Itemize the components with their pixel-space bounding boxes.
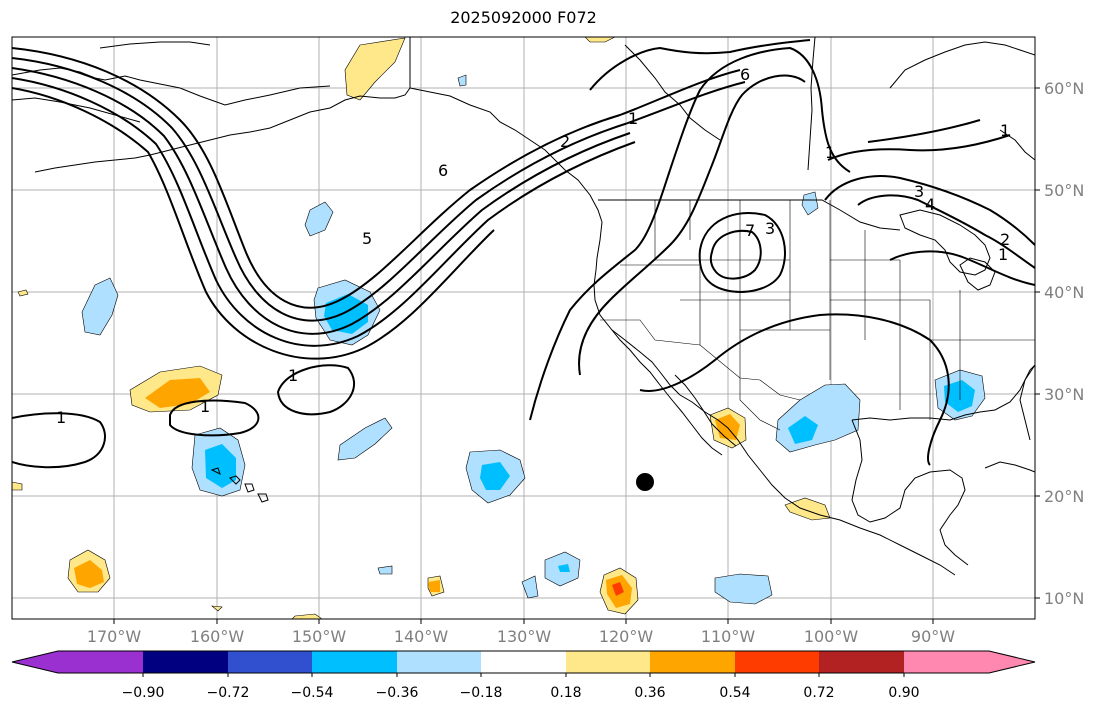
lon-label: 160°W: [190, 627, 245, 646]
negative-area: [205, 444, 236, 488]
coastlines: [12, 37, 1035, 576]
lon-label: 90°W: [911, 627, 955, 646]
contour-label: 4: [925, 195, 935, 214]
graticule: [12, 37, 1035, 619]
contour-label: 1: [628, 109, 638, 128]
negative-area: [480, 462, 510, 490]
colorbar-segment: [566, 651, 650, 673]
colorbar-extend-min: [12, 651, 58, 673]
negative-area: [558, 564, 570, 572]
negative-area: [304, 201, 334, 237]
location-marker: [636, 473, 654, 491]
lon-label: 100°W: [804, 627, 859, 646]
lat-label-group: 60°N 50°N 40°N 30°N 20°N 10°N: [1044, 79, 1084, 608]
colorbar-tick-label: −0.36: [376, 685, 419, 701]
lat-ticks: [1035, 87, 1040, 599]
lat-label: 50°N: [1044, 181, 1084, 200]
positive-area: [17, 289, 29, 297]
lon-ticks: [113, 619, 934, 624]
colorbar-segment: [312, 651, 397, 673]
positive-area: [211, 605, 223, 612]
positive-area: [12, 481, 23, 491]
lon-label: 110°W: [701, 627, 756, 646]
colorbar-tick-label: 0.90: [888, 685, 919, 701]
positive-area: [74, 560, 104, 588]
lat-label: 40°N: [1044, 283, 1084, 302]
colorbar-segment: [228, 651, 312, 673]
colorbar-tick-label: 0.54: [719, 685, 750, 701]
positive-area: [584, 37, 616, 43]
colorbar-tick-label: −0.18: [460, 685, 503, 701]
colorbar-segment: [904, 651, 989, 673]
state-borders: [600, 200, 1035, 431]
contour-label: 3: [914, 182, 924, 201]
contour-label: 2: [560, 132, 570, 151]
colorbar-segment: [397, 651, 481, 673]
contour-label: 1: [998, 245, 1008, 264]
negative-area: [944, 380, 975, 412]
negative-area: [324, 294, 368, 334]
positive-area: [291, 613, 323, 619]
colorbar-segment: [819, 651, 904, 673]
contour-label: 6: [438, 161, 448, 180]
colorbar-segment: [735, 651, 819, 673]
contour-label: 1: [288, 366, 298, 385]
positive-area: [145, 378, 210, 408]
colorbar-segment: [481, 651, 566, 673]
colorbar-segment: [143, 651, 228, 673]
lon-label: 130°W: [497, 627, 552, 646]
colorbar-tick-label: −0.72: [207, 685, 250, 701]
lat-label: 20°N: [1044, 487, 1084, 506]
colorbar-tick-labels: −0.90 −0.72 −0.54 −0.36 −0.18 0.18 0.36 …: [122, 685, 920, 701]
lon-label-group: 170°W 160°W 150°W 140°W 130°W 120°W 110°…: [87, 627, 955, 646]
colorbar-tick-label: −0.90: [122, 685, 165, 701]
lat-label: 60°N: [1044, 79, 1084, 98]
colorbar: [11, 650, 1036, 677]
contour-lines: [12, 39, 1035, 469]
negative-area: [521, 575, 539, 599]
colorbar-outline: [11, 650, 1036, 674]
contour-label: 1: [56, 408, 66, 427]
negative-area: [801, 191, 819, 216]
contour-label: 2: [1000, 230, 1010, 249]
colorbar-tick-label: 0.36: [634, 685, 665, 701]
map-title: 2025092000 F072: [450, 8, 597, 27]
positive-area: [344, 37, 406, 101]
contour-label: 1: [825, 143, 835, 162]
lon-label: 150°W: [292, 627, 347, 646]
contour-label: 5: [362, 229, 372, 248]
negative-area: [337, 417, 393, 461]
colorbar-tick-label: 0.18: [550, 685, 581, 701]
colorbar-segment: [58, 651, 143, 673]
colorbar-tick-label: 0.72: [803, 685, 834, 701]
lat-label: 10°N: [1044, 589, 1084, 608]
lon-label: 140°W: [394, 627, 449, 646]
contour-label: 7: [745, 221, 755, 240]
contour-label: 3: [765, 219, 775, 238]
positive-area: [612, 582, 624, 596]
negative-area: [788, 416, 818, 444]
contour-label: 1: [1000, 121, 1010, 140]
negative-area: [714, 573, 773, 605]
negative-area: [377, 565, 393, 575]
colorbar-tick-label: −0.54: [291, 685, 334, 701]
negative-area: [457, 74, 467, 87]
lon-label: 170°W: [87, 627, 142, 646]
contour-label: 1: [200, 397, 210, 416]
colorbar-segment: [650, 651, 735, 673]
contour-label-group: 6 1 2 6 1 7 3 1 3 4 1 2 5 1 1 1: [56, 65, 1010, 427]
lat-label: 30°N: [1044, 385, 1084, 404]
lon-label: 120°W: [599, 627, 654, 646]
colorbar-extend-max: [989, 651, 1035, 673]
positive-area: [428, 580, 440, 592]
negative-area: [81, 277, 119, 336]
contour-label: 6: [740, 65, 750, 84]
